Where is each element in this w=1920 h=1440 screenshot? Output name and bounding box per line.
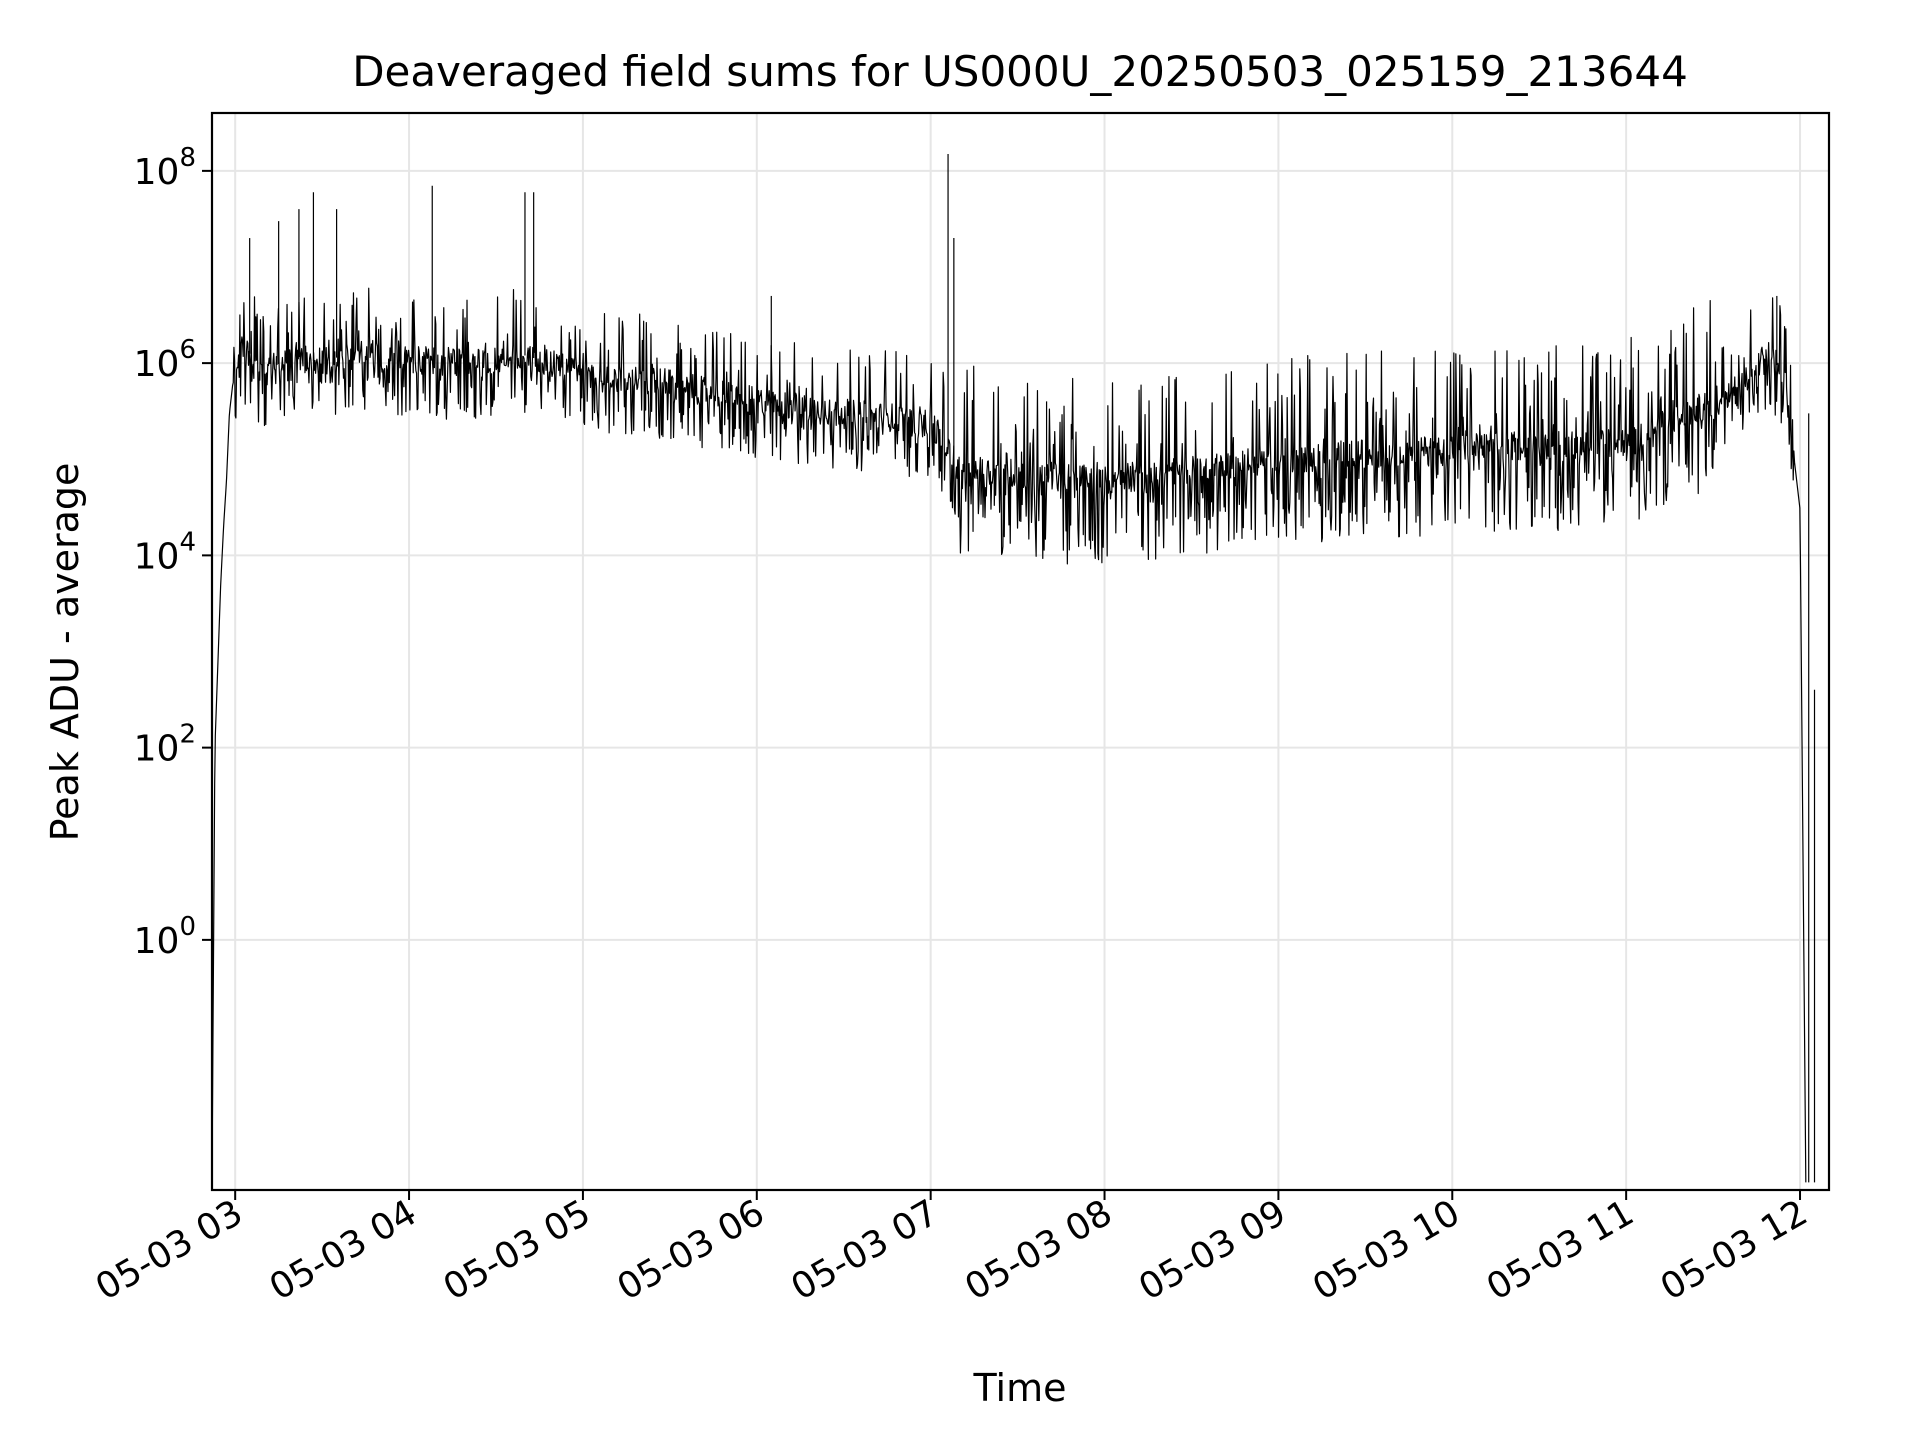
x-tick-label: 05-03 09 bbox=[1132, 1192, 1293, 1308]
x-tick-label: 05-03 07 bbox=[784, 1192, 945, 1308]
y-axis-label: Peak ADU - average bbox=[43, 463, 87, 842]
grid-lines bbox=[212, 113, 1829, 1190]
y-tick-label: 106 bbox=[134, 335, 196, 385]
x-tick-label: 05-03 12 bbox=[1654, 1192, 1815, 1308]
series-line bbox=[211, 287, 1807, 1183]
series-layer bbox=[211, 153, 1816, 1183]
y-ticks: 100 102 104 106 108 bbox=[134, 143, 212, 962]
chart-title: Deaveraged field sums for US000U_2025050… bbox=[352, 47, 1688, 96]
x-tick-label: 05-03 04 bbox=[263, 1192, 424, 1308]
y-tick-label: 100 bbox=[134, 912, 196, 962]
x-tick-label: 05-03 06 bbox=[611, 1192, 772, 1308]
plot-frame bbox=[210, 111, 1831, 1192]
x-axis-label: Time bbox=[973, 1366, 1067, 1410]
x-tick-label: 05-03 11 bbox=[1480, 1192, 1641, 1308]
x-ticks: 05-03 03 05-03 04 05-03 05 05-03 06 05-03 07… bbox=[89, 1190, 1815, 1309]
x-tick-label: 05-03 03 bbox=[89, 1192, 250, 1308]
y-tick-label: 102 bbox=[134, 720, 196, 770]
x-tick-label: 05-03 05 bbox=[437, 1192, 598, 1308]
x-tick-label: 05-03 08 bbox=[958, 1192, 1119, 1308]
y-tick-label: 108 bbox=[134, 143, 196, 193]
x-tick-label: 05-03 10 bbox=[1306, 1192, 1467, 1308]
y-tick-label: 104 bbox=[134, 527, 196, 577]
